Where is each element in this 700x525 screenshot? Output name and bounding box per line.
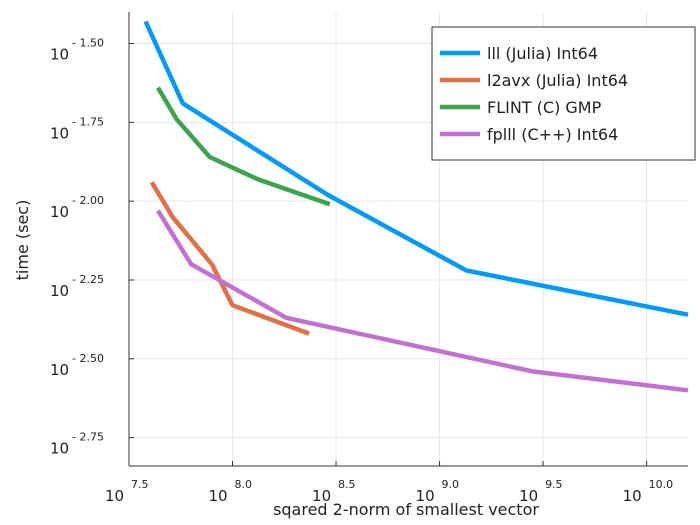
- x-tick-exponent: 7.5: [131, 478, 149, 491]
- y-tick-exponent: - 2.75: [72, 431, 104, 444]
- x-tick-label: 109.5: [519, 478, 563, 505]
- x-tick-exponent: 9.5: [545, 478, 563, 491]
- x-tick-label: 10 10.0: [623, 478, 674, 505]
- legend-label: lll (Julia) Int64: [487, 44, 598, 63]
- x-tick-label: 108.5: [312, 478, 356, 505]
- y-tick-label: 10- 2.75: [50, 431, 104, 458]
- y-tick-exponent: - 2.25: [72, 273, 104, 286]
- series-line: [156, 86, 331, 207]
- y-tick-label: 10- 1.50: [50, 37, 104, 64]
- x-tick-label: 108.0: [209, 478, 253, 505]
- y-axis-label: time (sec): [13, 200, 32, 281]
- x-tick-base: 10: [105, 487, 124, 505]
- series-line: [143, 20, 689, 317]
- y-tick-base: 10: [50, 440, 69, 458]
- legend-box: [431, 26, 696, 161]
- x-tick-base: 10: [312, 487, 331, 505]
- y-tick-base: 10: [50, 203, 69, 221]
- y-tick-base: 10: [50, 46, 69, 64]
- x-tick-exponent: 10.0: [649, 478, 674, 491]
- x-tick-label: 109.0: [416, 478, 460, 505]
- series-line: [156, 209, 689, 393]
- legend-item: lll (Julia) Int64: [440, 44, 598, 63]
- y-tick-exponent: - 2.50: [72, 352, 104, 365]
- x-tick-label: 107.5: [105, 478, 149, 505]
- x-tick-exponent: 9.0: [442, 478, 460, 491]
- legend: lll (Julia) Int64 l2avx (Julia) Int64 FLIN…: [431, 26, 696, 161]
- legend-item: FLINT (C) GMP: [440, 98, 602, 117]
- y-tick-label: 10- 2.25: [50, 273, 104, 300]
- legend-item: l2avx (Julia) Int64: [440, 71, 628, 90]
- axes: [128, 12, 688, 467]
- y-tick-label: 10- 1.75: [50, 115, 104, 142]
- series-line: [149, 181, 310, 336]
- legend-label: FLINT (C) GMP: [487, 98, 602, 117]
- y-tick-base: 10: [50, 124, 69, 142]
- legend-label: l2avx (Julia) Int64: [487, 71, 628, 90]
- y-tick-base: 10: [50, 282, 69, 300]
- x-tick-base: 10: [209, 487, 228, 505]
- legend-item: fplll (C++) Int64: [440, 125, 618, 144]
- x-tick-base: 10: [416, 487, 435, 505]
- x-tick-exponent: 8.0: [235, 478, 253, 491]
- x-tick-base: 10: [623, 487, 642, 505]
- y-tick-exponent: - 1.75: [72, 115, 104, 128]
- y-tick-label: 10- 2.50: [50, 352, 104, 379]
- x-axis-label: sqared 2-norm of smallest vector: [273, 500, 539, 519]
- x-tick-base: 10: [519, 487, 538, 505]
- y-tick-label: 10- 2.00: [50, 194, 104, 221]
- series-lines: [143, 20, 689, 393]
- y-tick-base: 10: [50, 361, 69, 379]
- x-tick-exponent: 8.5: [338, 478, 356, 491]
- legend-label: fplll (C++) Int64: [487, 125, 618, 144]
- y-tick-exponent: - 2.00: [72, 194, 104, 207]
- y-tick-exponent: - 1.50: [72, 37, 104, 50]
